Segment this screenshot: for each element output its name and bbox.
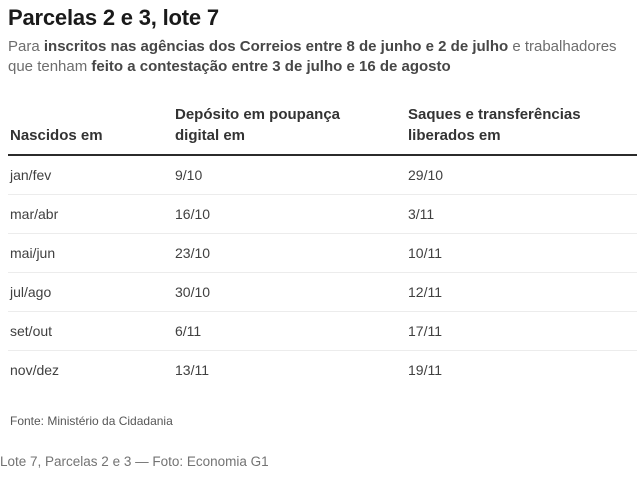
cell-saques: 19/11 <box>408 362 442 378</box>
cell-deposito: 13/11 <box>175 362 209 378</box>
table-row: mai/jun 23/10 10/11 <box>8 233 637 272</box>
column-header-saques: Saques e transferências liberados em <box>408 104 637 146</box>
cell-deposito: 16/10 <box>175 206 211 222</box>
table-header-row: Nascidos em Depósito em poupança digital… <box>8 104 637 156</box>
cell-saques: 17/11 <box>408 323 442 339</box>
column-header-deposito: Depósito em poupança digital em <box>175 104 408 146</box>
cell-saques: 3/11 <box>408 206 435 222</box>
cell-deposito: 30/10 <box>175 284 211 300</box>
column-header-label: Depósito em poupança digital em <box>175 106 341 144</box>
table-row: set/out 6/11 17/11 <box>8 311 637 350</box>
cell-saques: 12/11 <box>408 284 442 300</box>
payment-schedule-table: Nascidos em Depósito em poupança digital… <box>8 104 637 389</box>
photo-caption: Lote 7, Parcelas 2 e 3 — Foto: Economia … <box>0 454 269 469</box>
cell-nascidos: mai/jun <box>10 245 56 261</box>
table-row: nov/dez 13/11 19/11 <box>8 350 637 389</box>
cell-nascidos: mar/abr <box>10 206 59 222</box>
cell-nascidos: set/out <box>10 323 53 339</box>
table-row: jan/fev 9/10 29/10 <box>8 156 637 194</box>
page-title: Parcelas 2 e 3, lote 7 <box>8 5 219 30</box>
intro-bold-1: inscritos nas agências dos Correios entr… <box>43 38 509 55</box>
cell-nascidos: jan/fev <box>10 167 52 183</box>
table-row: jul/ago 30/10 12/11 <box>8 272 637 311</box>
cell-nascidos: nov/dez <box>10 362 60 378</box>
intro-text: Para inscritos nas agências dos Correios… <box>8 37 640 77</box>
column-header-label: Nascidos em <box>10 127 103 144</box>
cell-deposito: 23/10 <box>175 245 211 261</box>
cell-nascidos: jul/ago <box>10 284 52 300</box>
cell-saques: 29/10 <box>408 167 444 183</box>
column-header-nascidos: Nascidos em <box>8 125 175 146</box>
intro-regular-1: Para <box>8 38 44 55</box>
intro-bold-2: feito a contestação entre 3 de julho e 1… <box>91 58 451 75</box>
column-header-label: Saques e transferências liberados em <box>408 106 581 144</box>
cell-saques: 10/11 <box>408 245 442 261</box>
cell-deposito: 9/10 <box>175 167 203 183</box>
source-credit: Fonte: Ministério da Cidadania <box>10 414 173 428</box>
cell-deposito: 6/11 <box>175 323 202 339</box>
intro-regular-2: e trabalhadores que tenham <box>8 38 617 75</box>
table-row: mar/abr 16/10 3/11 <box>8 194 637 233</box>
